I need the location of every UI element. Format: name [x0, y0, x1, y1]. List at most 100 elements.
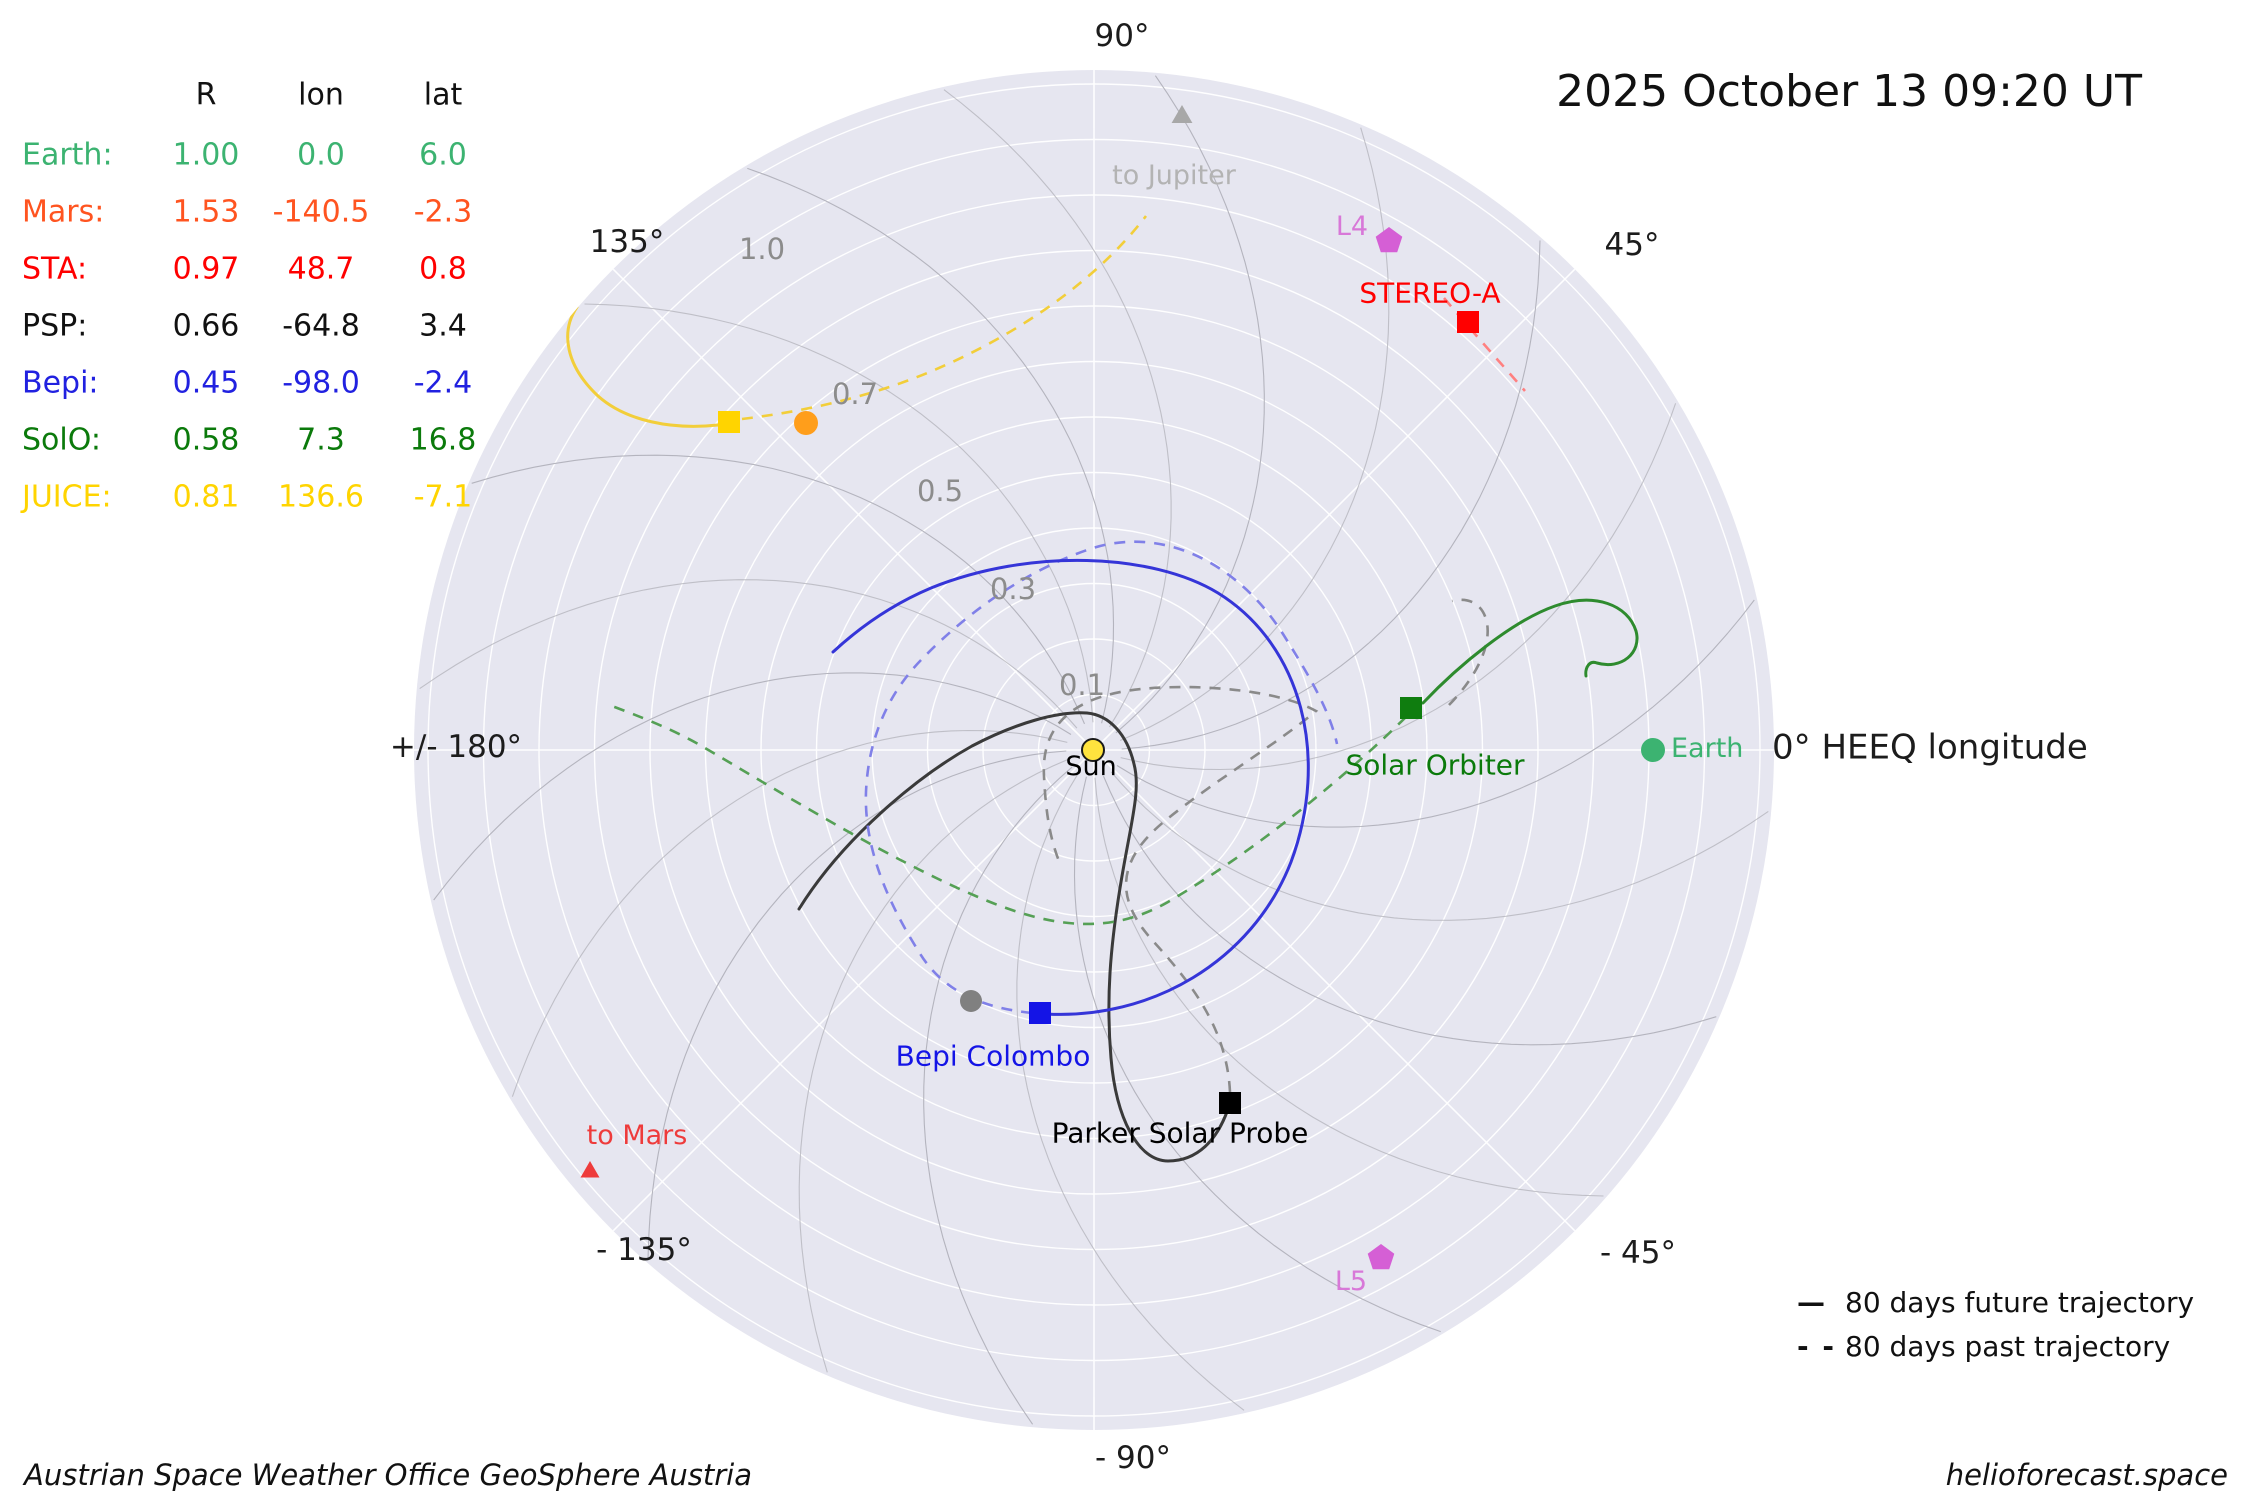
parker-spiral-line	[1102, 775, 1717, 1046]
table-row-name: STA:	[22, 251, 88, 287]
parker-spiral-line	[1016, 772, 1245, 1411]
heeq-longitude-axis-label: 0° HEEQ longitude	[1772, 727, 2088, 768]
angle-tick-label: +/- 180°	[389, 728, 523, 765]
parker-spiral-line	[747, 167, 1115, 724]
table-row-name: PSP:	[22, 308, 88, 344]
parker-spiral-line	[1073, 776, 1441, 1333]
table-row-name: JUICE:	[22, 479, 112, 515]
bepi-future-trajectory	[831, 558, 1310, 1016]
sta-past-trajectory	[1443, 297, 1526, 392]
juice-past-trajectory	[741, 215, 1148, 421]
table-cell-R: 0.97	[172, 251, 240, 287]
table-cell-R: 1.00	[172, 137, 240, 173]
plot-date-title: 2025 October 13 09:20 UT	[1556, 66, 2142, 117]
radius-tick-label: 0.5	[916, 474, 964, 509]
angle-tick-label: 45°	[1604, 226, 1660, 263]
radius-tick-label: 0.7	[831, 377, 879, 412]
psp-marker	[1219, 1092, 1241, 1114]
earth-label: Earth	[1671, 733, 1744, 765]
table-row-name: Earth:	[22, 137, 113, 173]
parker-spiral-line	[511, 729, 1068, 1097]
parker-spiral-line	[1120, 403, 1677, 771]
solo-future-trajectory	[1421, 598, 1639, 705]
radius-tick-label: 1.0	[738, 232, 786, 267]
footer-organisation: Austrian Space Weather Office GeoSphere …	[24, 1458, 753, 1492]
mars-direction-label: to Mars	[586, 1120, 688, 1152]
l5-marker	[1367, 1244, 1395, 1270]
table-cell-lat: 6.0	[419, 137, 467, 173]
juice-future-trajectory	[566, 305, 720, 428]
trajectory-legend: — 80 days future trajectory - - 80 days …	[1797, 1280, 2194, 1368]
polar-grid-spoke	[1093, 268, 1576, 751]
parker-spiral-line	[1119, 127, 1390, 742]
sta-marker	[1457, 311, 1479, 333]
mars-direction-marker	[580, 1161, 600, 1178]
mercury-marker	[960, 990, 982, 1012]
angle-tick-label: - 135°	[596, 1231, 692, 1268]
jupiter-direction-marker	[1171, 105, 1193, 123]
table-row-name: SolO:	[22, 422, 101, 458]
legend-future-label: 80 days future trajectory	[1845, 1285, 2195, 1319]
table-cell-lat: 0.8	[419, 251, 467, 287]
parker-spiral-line	[1110, 771, 1769, 921]
polar-grid-spoke	[612, 749, 1095, 1232]
table-cell-lon: -140.5	[272, 194, 370, 230]
parker-spiral-line	[943, 89, 1172, 728]
solo-marker	[1400, 697, 1422, 719]
angle-tick-label: - 45°	[1600, 1234, 1676, 1271]
table-header-lat: lat	[423, 77, 463, 113]
bepi-past-trajectory	[864, 540, 1339, 1015]
table-cell-lon: 48.7	[287, 251, 355, 287]
table-row-name: Mars:	[22, 194, 105, 230]
legend-future-row: — 80 days future trajectory	[1797, 1280, 2194, 1324]
sun-label: Sun	[1065, 751, 1117, 783]
dashed-line-icon: - -	[1797, 1329, 1836, 1363]
table-cell-lon: 7.3	[297, 422, 345, 458]
psp-label: Parker Solar Probe	[1051, 1116, 1309, 1150]
angle-tick-label: - 90°	[1095, 1439, 1171, 1476]
parker-spiral-line	[433, 672, 1072, 901]
bepi-marker	[1029, 1002, 1051, 1024]
angle-tick-label: 135°	[589, 223, 665, 260]
table-cell-lon: 136.6	[278, 479, 364, 515]
psp-future-trajectory	[797, 711, 1232, 1163]
venus-marker	[794, 411, 818, 435]
table-cell-lat: -2.4	[413, 365, 473, 401]
psp-past-trajectory	[1042, 685, 1319, 1093]
footer-website: helioforecast.space	[1945, 1458, 2228, 1492]
radius-tick-label: 0.3	[989, 572, 1037, 607]
parker-spiral-line	[1116, 599, 1755, 828]
legend-past-label: 80 days past trajectory	[1845, 1329, 2171, 1363]
parker-spiral-line	[1094, 777, 1604, 1197]
table-cell-lat: -7.1	[413, 479, 473, 515]
parker-spiral-line	[923, 766, 1073, 1425]
psp-past-trajectory	[1448, 598, 1489, 706]
parker-spiral-line	[419, 579, 1078, 729]
earth-marker	[1641, 738, 1665, 762]
l5-label: L5	[1334, 1266, 1368, 1298]
parker-spiral-line	[798, 758, 1069, 1373]
parker-spiral-line	[584, 303, 1094, 723]
table-header-lon: lon	[298, 77, 344, 113]
table-cell-R: 0.45	[172, 365, 240, 401]
table-cell-R: 1.53	[172, 194, 240, 230]
table-header-R: R	[195, 77, 217, 113]
table-cell-lon: -98.0	[282, 365, 360, 401]
polar-grid-spoke	[1093, 749, 1576, 1232]
polar-grid-spoke	[612, 268, 1095, 751]
parker-spiral-line	[1115, 75, 1265, 734]
parker-spiral-line	[471, 454, 1086, 725]
table-cell-lon: 0.0	[297, 137, 345, 173]
table-cell-R: 0.66	[172, 308, 240, 344]
legend-past-row: - - 80 days past trajectory	[1797, 1324, 2194, 1368]
table-cell-lon: -64.8	[282, 308, 360, 344]
solid-line-icon: —	[1797, 1285, 1827, 1319]
table-cell-lat: 3.4	[419, 308, 467, 344]
table-cell-lat: -2.3	[413, 194, 473, 230]
sta-label: STEREO-A	[1359, 276, 1501, 310]
l4-label: L4	[1335, 211, 1369, 243]
parker-spiral-line	[1121, 240, 1541, 750]
angle-tick-label: 90°	[1094, 17, 1150, 54]
